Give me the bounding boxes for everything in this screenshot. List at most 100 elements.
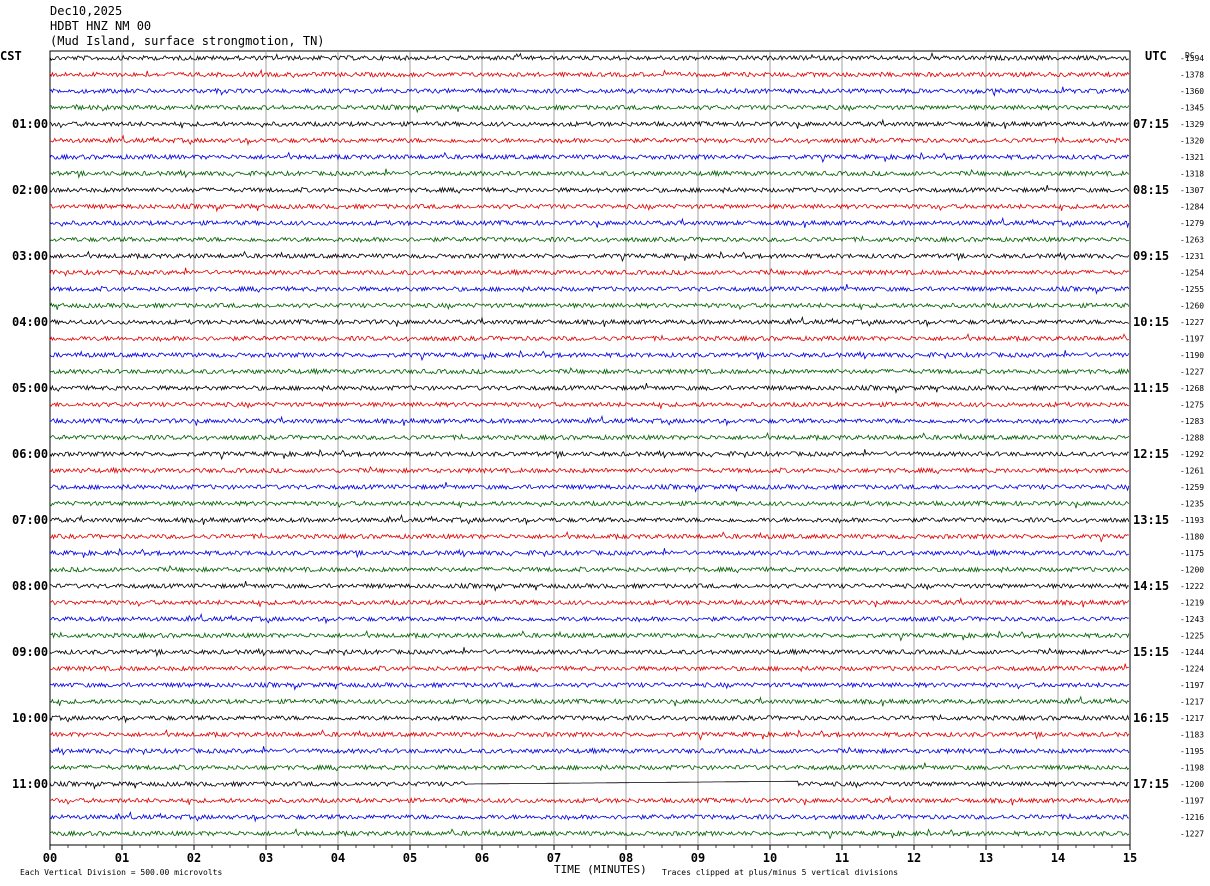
dc-offset-label: -1321 [1180, 153, 1204, 162]
seismic-trace [49, 500, 1130, 509]
seismic-trace [49, 481, 1130, 493]
seismic-trace [49, 51, 1129, 62]
seismic-trace [49, 663, 1129, 673]
seismic-trace [49, 367, 1130, 376]
x-tick-label: 06 [475, 851, 489, 865]
chart-grid [49, 50, 1131, 850]
x-tick-label: 11 [835, 851, 849, 865]
dc-offset-label: -1284 [1180, 203, 1204, 212]
footer-scale-text: Each Vertical Division = 500.00 microvol… [20, 868, 222, 877]
seismic-trace [49, 580, 1129, 592]
dc-offset-label: -1195 [1180, 747, 1204, 756]
seismic-trace [49, 235, 1129, 244]
left-timezone-label: CST [0, 49, 22, 63]
seismic-trace [49, 216, 1130, 229]
dc-offset-label: -1318 [1180, 170, 1204, 179]
dc-offset-label: -1217 [1180, 698, 1204, 707]
dc-offset-label: -1259 [1180, 483, 1204, 492]
dc-offset-label: -1219 [1180, 599, 1204, 608]
x-tick-label: 04 [331, 851, 345, 865]
seismic-trace [49, 349, 1130, 362]
x-tick-label: 03 [259, 851, 273, 865]
x-tick-label: 09 [691, 851, 705, 865]
left-hour-label: 03:00 [12, 249, 48, 263]
left-hour-label: 07:00 [12, 513, 48, 527]
seismic-trace [49, 134, 1130, 147]
right-hour-label: 12:15 [1133, 447, 1169, 461]
left-hour-label: 08:00 [12, 579, 48, 593]
seismic-trace [49, 810, 1129, 823]
left-hour-label: 01:00 [12, 117, 48, 131]
seismic-trace [49, 168, 1130, 179]
seismic-trace [49, 302, 1130, 311]
trace-group [49, 51, 1130, 840]
dc-offset-label: -1222 [1180, 582, 1204, 591]
seismic-trace [49, 68, 1130, 79]
right-hour-label: 15:15 [1133, 645, 1169, 659]
seismic-trace [49, 151, 1130, 164]
dc-offset-label: -1200 [1180, 780, 1204, 789]
dc-offset-label: -1378 [1180, 71, 1204, 80]
right-hour-label: 16:15 [1133, 711, 1169, 725]
dc-offset-label: -1180 [1180, 533, 1204, 542]
seismic-trace [49, 103, 1130, 114]
seismic-trace [49, 681, 1130, 691]
x-tick-label: 15 [1123, 851, 1137, 865]
seismic-trace [49, 547, 1130, 559]
dc-offset-label: -1200 [1180, 566, 1204, 575]
left-hour-label: 06:00 [12, 447, 48, 461]
dc-offset-label: -1217 [1180, 714, 1204, 723]
chart-frame [49, 50, 1131, 846]
dc-offset-label: -1197 [1180, 797, 1204, 806]
dc-offset-label: -1261 [1180, 467, 1204, 476]
dc-offset-label: -1329 [1180, 120, 1204, 129]
dc-column-label: DC [1185, 51, 1195, 60]
x-tick-label: 08 [619, 851, 633, 865]
footer-clip-text: Traces clipped at plus/minus 5 vertical … [662, 868, 898, 877]
seismic-trace [49, 250, 1130, 263]
x-tick-label: 00 [43, 851, 57, 865]
dc-offset-label: -1283 [1180, 417, 1204, 426]
x-tick-label: 13 [979, 851, 993, 865]
dc-offset-label: -1394 [1180, 54, 1204, 63]
seismic-trace [49, 414, 1130, 427]
seismic-trace [49, 795, 1130, 806]
seismic-trace [49, 401, 1129, 410]
dc-offset-label: -1279 [1180, 219, 1204, 228]
dc-offset-label: -1190 [1180, 351, 1204, 360]
right-timezone-label: UTC [1145, 49, 1167, 63]
seismic-trace [49, 202, 1130, 213]
dc-offset-label: -1227 [1180, 318, 1204, 327]
seismic-trace [49, 432, 1130, 442]
right-hour-label: 11:15 [1133, 381, 1169, 395]
x-tick-label: 07 [547, 851, 561, 865]
seismic-trace [49, 513, 1130, 526]
left-hour-label: 11:00 [12, 777, 48, 791]
dc-offset-label: -1345 [1180, 104, 1204, 113]
right-hour-label: 17:15 [1133, 777, 1169, 791]
seismic-trace [49, 630, 1130, 642]
seismic-trace [49, 713, 1130, 724]
seismic-trace [49, 118, 1129, 129]
seismic-trace [49, 565, 1130, 574]
left-hour-label: 09:00 [12, 645, 48, 659]
dc-offset-label: -1175 [1180, 549, 1204, 558]
dc-offset-label: -1292 [1180, 450, 1204, 459]
seismic-trace [49, 315, 1130, 328]
dc-offset-label: -1288 [1180, 434, 1204, 443]
seismic-trace [49, 333, 1130, 343]
seismic-trace [49, 695, 1130, 707]
header-location: (Mud Island, surface strongmotion, TN) [50, 34, 325, 48]
dc-offset-label: -1320 [1180, 137, 1204, 146]
seismic-trace [49, 762, 1130, 772]
dc-offset-label: -1275 [1180, 401, 1204, 410]
seismic-trace [49, 466, 1129, 475]
x-tick-label: 14 [1051, 851, 1065, 865]
dc-offset-label: -1183 [1180, 731, 1204, 740]
dc-offset-label: -1193 [1180, 516, 1204, 525]
dc-offset-label: -1197 [1180, 681, 1204, 690]
right-hour-label: 08:15 [1133, 183, 1169, 197]
seismic-trace [49, 531, 1129, 543]
left-hour-label: 04:00 [12, 315, 48, 329]
